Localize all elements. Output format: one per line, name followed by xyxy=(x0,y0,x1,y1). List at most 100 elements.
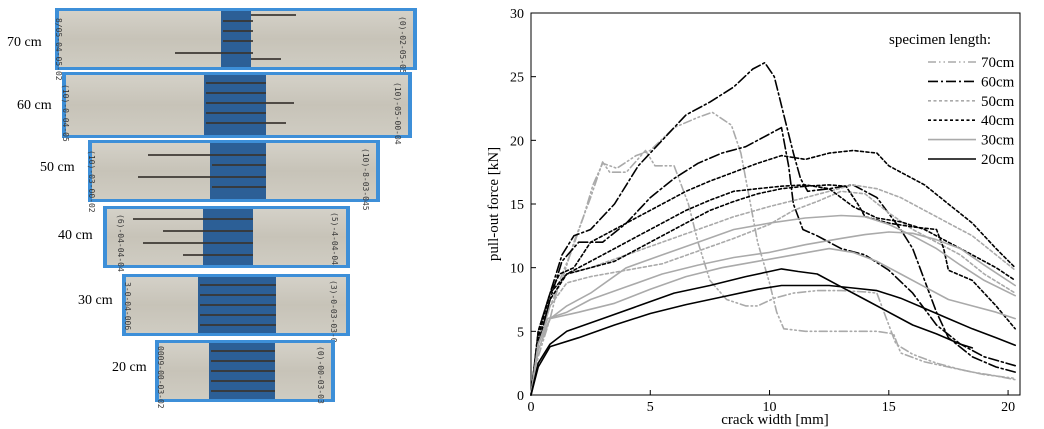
specimen-photo-60: (10)-0-04-05 (10)-05-00-04 xyxy=(61,72,412,145)
fiber xyxy=(223,30,253,32)
legend-label-40cm: 40cm xyxy=(981,113,1015,129)
fiber xyxy=(133,218,253,220)
specimen-label-50: 50 cm xyxy=(40,160,75,175)
chart-legend: specimen length: 70cm 60cm 50cm 40cm 30cm 20c… xyxy=(889,32,1015,168)
x-tick-label: 20 xyxy=(1001,400,1015,415)
legend-label-30cm: 30cm xyxy=(981,133,1015,149)
fiber xyxy=(206,82,266,84)
specimen-label-70: 70 cm xyxy=(7,35,42,50)
series-line-20cm-1 xyxy=(530,268,974,396)
legend-label-50cm: 50cm xyxy=(981,94,1015,110)
fiber xyxy=(211,360,275,362)
fiber xyxy=(251,14,296,16)
chart-curves xyxy=(530,61,1016,396)
fiber xyxy=(163,230,253,232)
specimen-photo-50: (10)-03-00-02 (10)-8-03-045 xyxy=(87,140,380,213)
legend-label-60cm: 60cm xyxy=(981,74,1015,90)
axis-ticks: 0 5 10 15 20 0 5 10 15 20 25 30 xyxy=(510,7,1015,415)
fiber xyxy=(175,52,253,54)
y-tick-label: 30 xyxy=(510,7,524,22)
specimen-block-left xyxy=(92,143,210,199)
y-tick-label: 20 xyxy=(510,134,524,149)
series-line-60cm-1 xyxy=(530,61,1016,396)
specimen-photo-30: 3-0-04-006 (3)-0-03-03-0 xyxy=(122,274,350,343)
series-line-30cm-2 xyxy=(530,214,1016,396)
specimen-block-right xyxy=(251,11,413,67)
x-tick-label: 5 xyxy=(647,400,654,415)
series-line-30cm-3 xyxy=(530,247,1016,396)
specimen-label-20: 20 cm xyxy=(112,360,147,375)
fiber xyxy=(211,350,275,352)
x-tick-label: 0 xyxy=(528,400,535,415)
specimen-crack-gap xyxy=(204,75,266,135)
series-line-30cm-1 xyxy=(530,231,1016,396)
specimen-mark-left: (6)-04-04-04 xyxy=(116,214,125,272)
fiber xyxy=(206,102,294,104)
specimen-crack-gap xyxy=(210,143,266,199)
legend-title: specimen length: xyxy=(889,32,991,48)
y-axis-label: pull-out force [kN] xyxy=(486,147,502,261)
series-line-50cm-2 xyxy=(530,190,1016,396)
legend-label-70cm: 70cm xyxy=(981,55,1015,71)
specimen-label-40: 40 cm xyxy=(58,228,93,243)
specimen-block-right xyxy=(275,343,331,399)
specimen-photos-panel: 70 cm 8/05-04-05-02 (0)-02-05-05 60 cm (… xyxy=(0,0,460,429)
fiber xyxy=(138,176,266,178)
x-tick-label: 15 xyxy=(882,400,896,415)
series-line-60cm-2 xyxy=(530,126,1016,396)
fiber xyxy=(223,20,253,22)
specimen-photo-70: 8/05-04-05-02 (0)-02-05-05 xyxy=(54,8,417,81)
fiber xyxy=(206,112,266,114)
legend-label-20cm: 20cm xyxy=(981,152,1015,168)
series-line-20cm-2 xyxy=(530,284,1016,396)
series-line-70cm-2 xyxy=(530,111,1016,396)
fiber xyxy=(211,370,275,372)
specimen-block-left xyxy=(159,343,209,399)
specimen-photo-20: 0009-00-03-02 (0)-00-03-03 xyxy=(155,340,335,409)
specimen-label-30: 30 cm xyxy=(78,293,113,308)
fiber xyxy=(251,58,281,60)
fiber xyxy=(212,186,266,188)
y-tick-label: 10 xyxy=(510,262,524,277)
y-tick-label: 15 xyxy=(510,198,524,213)
specimen-label-60: 60 cm xyxy=(17,98,52,113)
specimen-mark-left: (10)-0-04-05 xyxy=(61,84,70,142)
fiber xyxy=(206,92,266,94)
x-tick-label: 10 xyxy=(763,400,777,415)
fiber xyxy=(206,122,286,124)
series-line-40cm-2 xyxy=(530,184,1016,396)
specimen-mark-right: (10)-8-03-045 xyxy=(361,148,370,211)
fiber xyxy=(200,304,276,306)
y-tick-label: 5 xyxy=(517,325,524,340)
fiber xyxy=(211,380,275,382)
specimen-mark-right: (3)-0-03-03-0 xyxy=(329,280,338,343)
specimen-photo-40: (6)-04-04-04 (5)-4-04-04 xyxy=(103,206,350,272)
specimen-mark-right: (5)-4-04-04 xyxy=(330,212,339,265)
fiber xyxy=(211,390,275,392)
series-line-70cm-1 xyxy=(530,149,1016,396)
specimen-mark-right: (0)-00-03-03 xyxy=(316,346,325,404)
specimen-block-right xyxy=(266,143,376,199)
pullout-force-chart: 0 5 10 15 20 0 5 10 15 20 25 30 crack width [mm] pu… xyxy=(486,7,1021,428)
specimen-mark-left: 3-0-04-006 xyxy=(123,282,132,331)
specimen-block-right xyxy=(276,277,346,333)
fiber xyxy=(212,164,266,166)
specimen-mark-left: (10)-03-00-02 xyxy=(87,150,96,213)
fiber xyxy=(200,314,276,316)
x-axis-label: crack width [mm] xyxy=(721,412,828,428)
specimen-mark-right: (10)-05-00-04 xyxy=(393,82,402,145)
specimen-block-left xyxy=(126,277,198,333)
fiber xyxy=(223,40,253,42)
fiber xyxy=(143,242,253,244)
specimen-block-left xyxy=(66,75,204,135)
y-tick-label: 0 xyxy=(517,389,524,404)
specimen-block-right xyxy=(253,209,346,265)
fiber xyxy=(200,294,276,296)
fiber xyxy=(200,284,276,286)
fiber xyxy=(200,324,276,326)
series-line-40cm-1 xyxy=(530,149,1016,396)
y-tick-label: 25 xyxy=(510,71,524,86)
specimen-mark-right: (0)-02-05-05 xyxy=(398,16,407,74)
specimen-block-right xyxy=(266,75,408,135)
specimen-block-left xyxy=(59,11,221,67)
